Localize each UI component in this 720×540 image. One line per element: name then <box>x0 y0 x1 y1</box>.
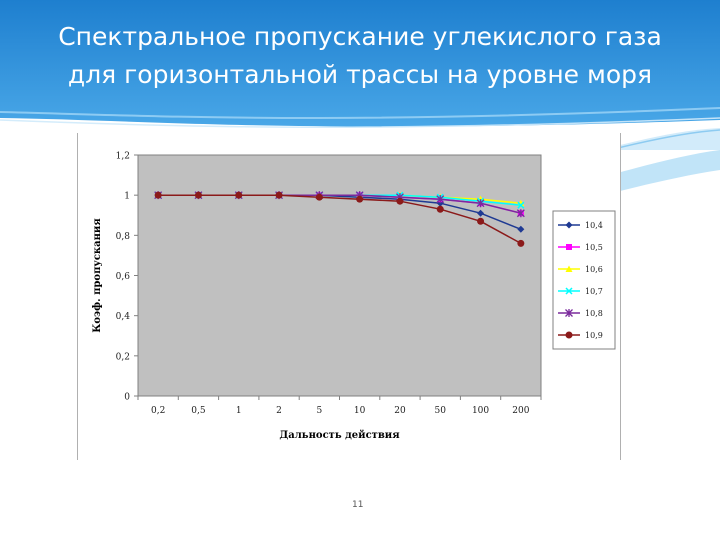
legend-marker <box>565 287 573 295</box>
x-ticks: 0,2 0,5 1 2 5 10 20 50 100 200 <box>137 395 542 416</box>
legend-label: 10,5 <box>585 243 603 252</box>
header-swoosh-right <box>590 129 720 196</box>
legend-marker <box>566 244 572 250</box>
legend-label: 10,6 <box>585 265 603 274</box>
series-group <box>154 191 525 247</box>
data-point <box>517 239 525 247</box>
data-point <box>235 191 243 199</box>
series-6 <box>154 191 525 247</box>
data-point <box>275 191 283 199</box>
slide-title-line2: для горизонтальной трассы на уровне моря <box>67 60 653 89</box>
series-line <box>158 194 522 245</box>
y-tick-label: 1,2 <box>116 152 130 162</box>
y-tick-label: 0,2 <box>116 352 130 362</box>
data-point <box>476 199 485 208</box>
page-number: 11 <box>352 500 364 510</box>
legend: 10,4 10,5 10,6 10,7 10,8 10,9 <box>552 210 616 350</box>
legend-label: 10,4 <box>585 221 603 230</box>
chart-frame: 0 0,2 0,4 0,6 0,8 1 1,2 0,2 0,5 1 2 5 10 20 50 100 200 … <box>77 133 621 460</box>
data-point <box>396 197 404 205</box>
y-axis-label: Коэф. пропускания <box>92 218 103 333</box>
x-tick-label: 1 <box>236 406 242 416</box>
x-tick-label: 2 <box>276 406 282 416</box>
y-tick-label: 0,6 <box>116 272 131 282</box>
data-point <box>477 209 485 217</box>
legend-marker <box>565 221 573 229</box>
legend-label: 10,9 <box>585 331 603 340</box>
y-tick-label: 0 <box>124 393 130 403</box>
x-tick-label: 5 <box>316 406 322 416</box>
legend-item: 10,5 <box>558 243 603 252</box>
legend-item: 10,4 <box>558 221 603 230</box>
y-tick-label: 0,8 <box>116 232 131 242</box>
data-point <box>154 191 162 199</box>
data-point <box>516 209 525 218</box>
legend-label: 10,8 <box>585 309 603 318</box>
legend-marker <box>565 309 573 317</box>
chart: 00,20,40,60,811,2 0,2 0,5 1 2 5 10 20 50 100 200 … <box>92 152 616 441</box>
data-point <box>477 217 485 225</box>
x-tick-label: 50 <box>435 406 447 416</box>
data-point <box>517 201 525 209</box>
legend-item: 10,8 <box>558 309 603 318</box>
data-point <box>436 205 444 213</box>
y-tick-label: 0,4 <box>116 312 131 322</box>
data-point <box>315 193 323 201</box>
x-tick-label: 10 <box>354 406 366 416</box>
data-point <box>517 225 525 233</box>
x-tick-label: 200 <box>512 406 529 416</box>
data-point <box>356 195 364 203</box>
legend-marker <box>565 331 573 339</box>
x-tick-label: 20 <box>394 406 406 416</box>
legend-item: 10,9 <box>558 331 603 340</box>
slide-title: Спектральное пропускание углекислого газ… <box>20 18 700 94</box>
x-axis-label: Дальность действия <box>279 430 400 441</box>
legend-item: 10,6 <box>558 265 603 274</box>
y-tick-label: 1 <box>124 192 130 202</box>
slide-title-line1: Спектральное пропускание углекислого газ… <box>58 22 662 51</box>
plot-area <box>137 154 542 397</box>
x-tick-label: 0,2 <box>151 406 165 416</box>
legend-item: 10,7 <box>558 287 603 296</box>
x-tick-label: 100 <box>472 406 489 416</box>
y-ticks: 0 0,2 0,4 0,6 0,8 1 1,2 <box>116 152 139 403</box>
legend-marker <box>565 265 573 272</box>
data-point <box>194 191 202 199</box>
x-tick-label: 0,5 <box>191 406 206 416</box>
data-point <box>436 195 445 204</box>
legend-box <box>552 210 616 350</box>
legend-label: 10,7 <box>585 287 603 296</box>
